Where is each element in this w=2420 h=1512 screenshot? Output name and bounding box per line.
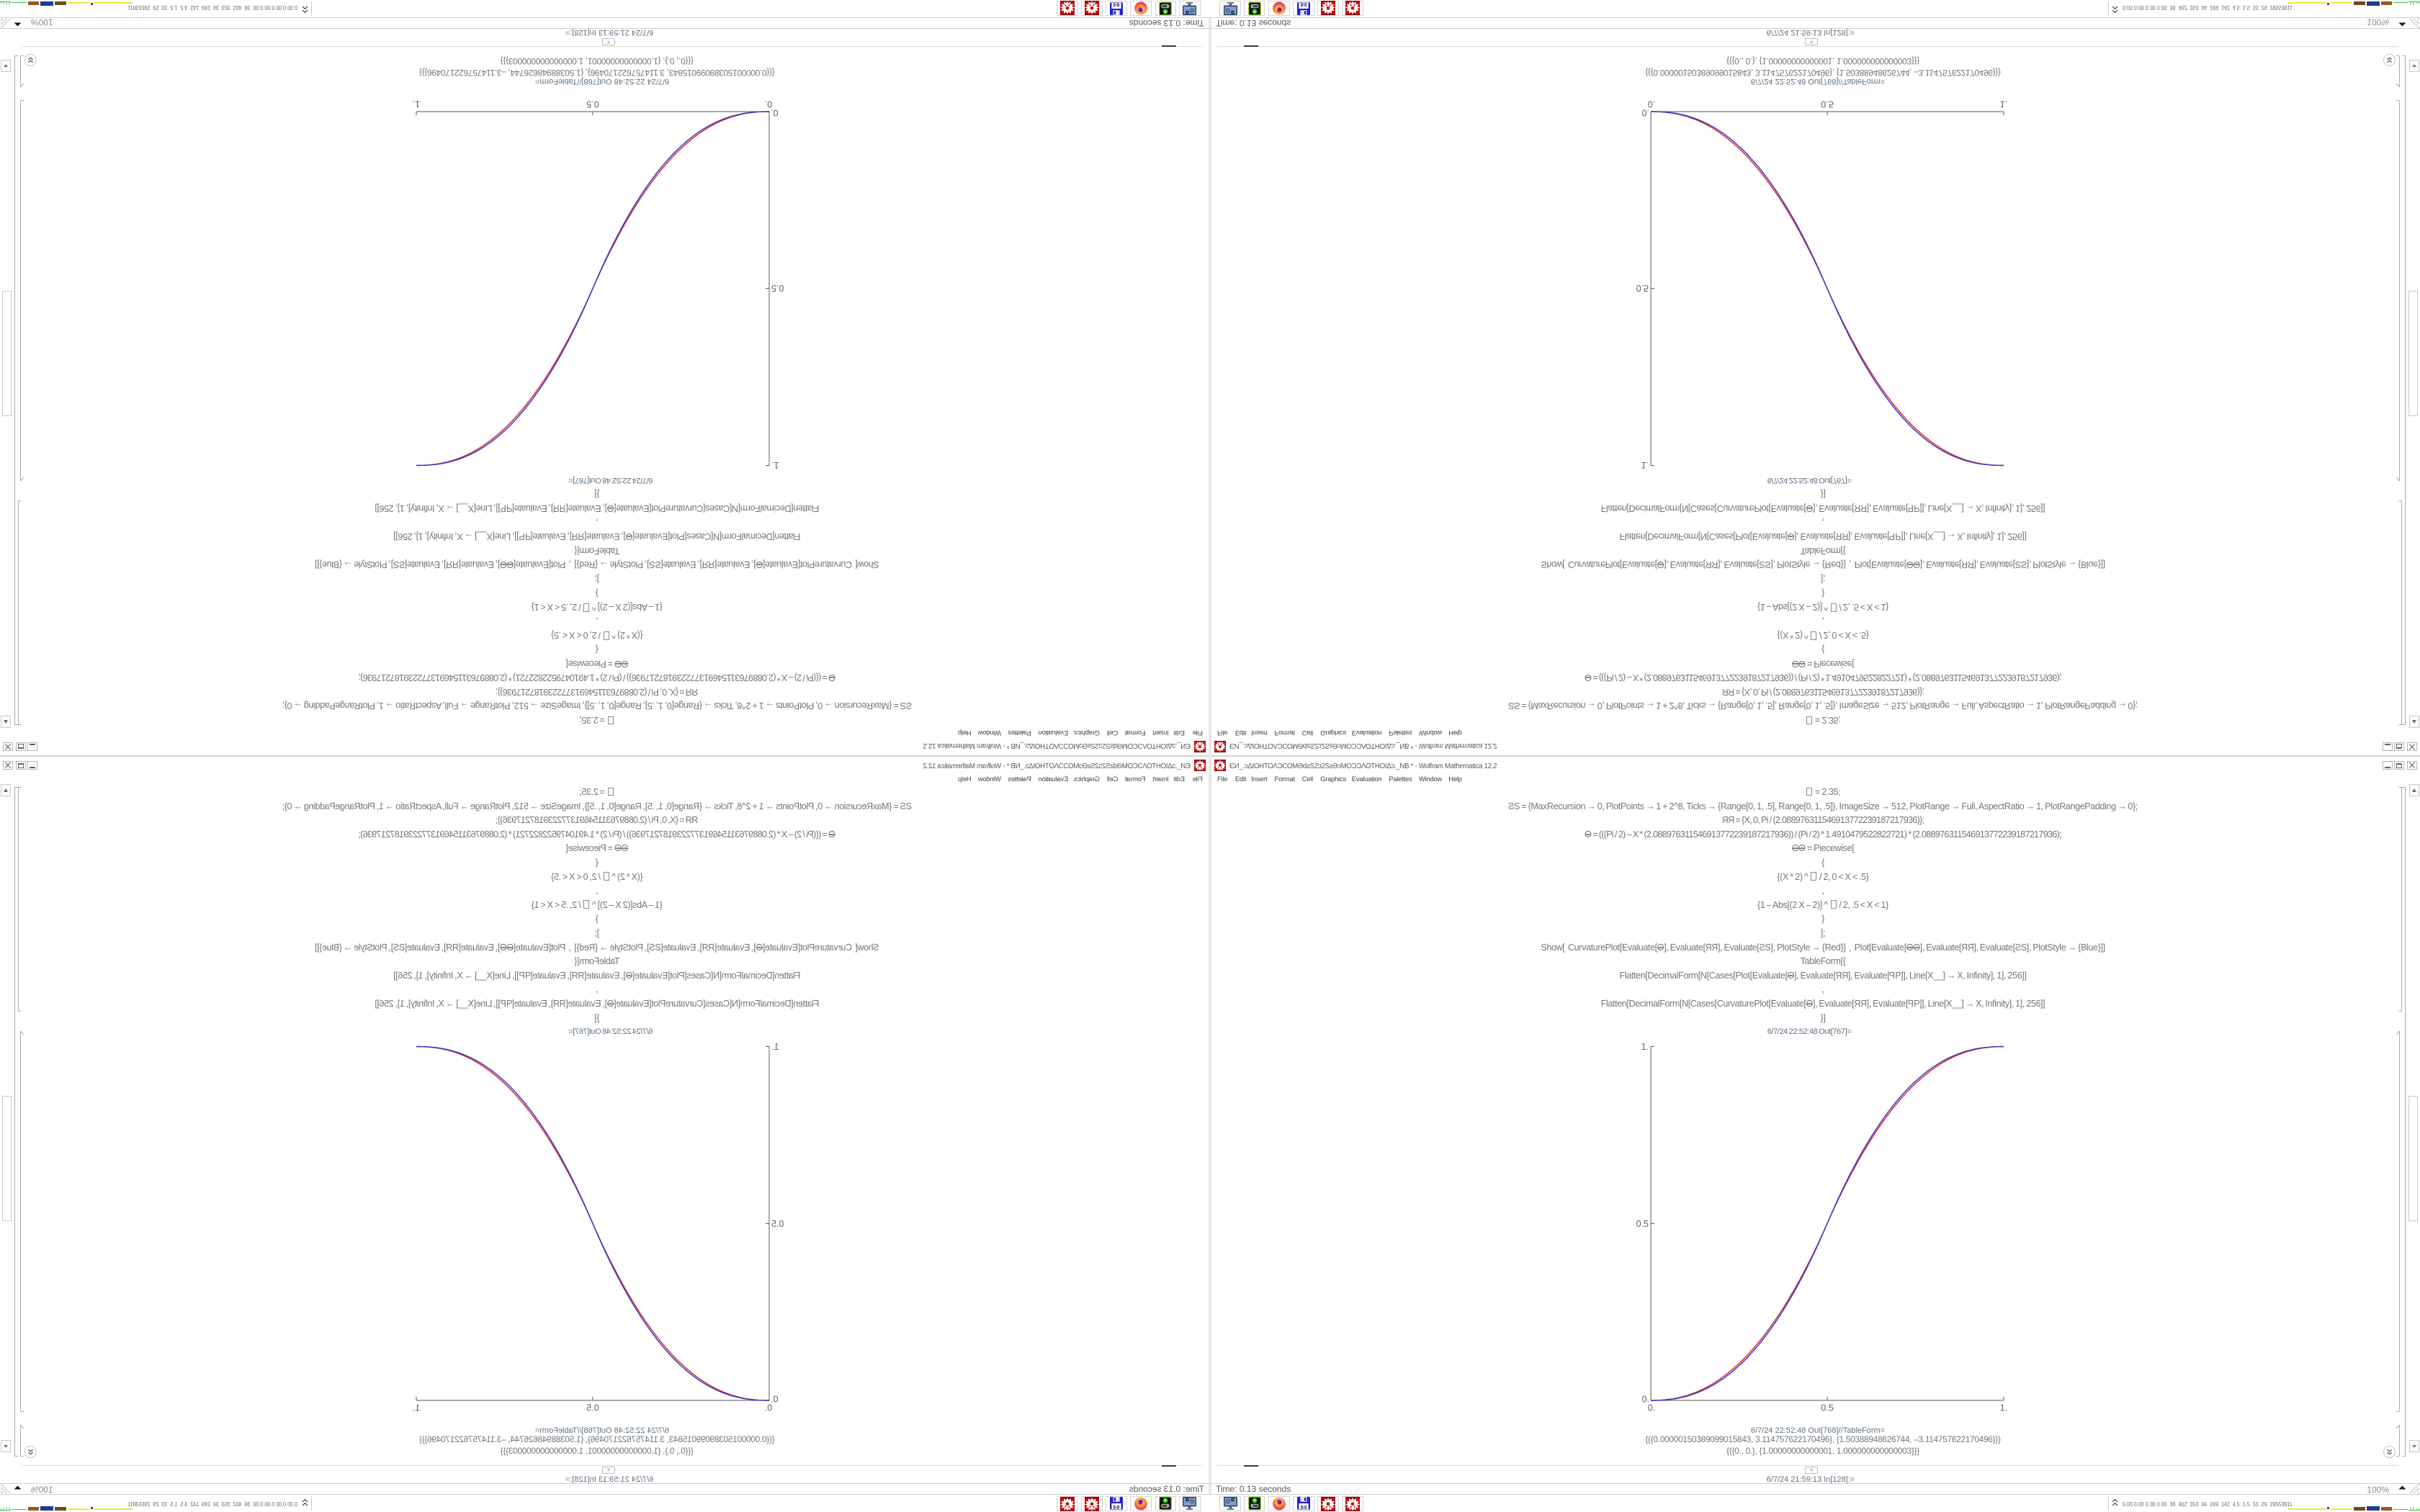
svg-text:0.5: 0.5 xyxy=(1821,99,1833,109)
svg-text:64: 64 xyxy=(1300,1,1307,7)
svg-text:0.5: 0.5 xyxy=(586,1403,599,1413)
svg-text:1.: 1. xyxy=(1641,460,1649,470)
svg-text:0.: 0. xyxy=(1642,1395,1649,1405)
svg-text:1.: 1. xyxy=(771,460,779,470)
svg-text:0.: 0. xyxy=(1648,1403,1655,1413)
svg-text:0.5: 0.5 xyxy=(771,1219,784,1229)
svg-text:64: 64 xyxy=(1113,1,1120,7)
svg-text:1.: 1. xyxy=(413,99,420,109)
svg-text:64: 64 xyxy=(1113,1506,1120,1511)
svg-text:1.: 1. xyxy=(771,1042,779,1052)
svg-text:1.: 1. xyxy=(1641,1042,1649,1052)
svg-text:0.: 0. xyxy=(771,1395,778,1405)
svg-text:0.: 0. xyxy=(1642,108,1649,118)
svg-text:0.: 0. xyxy=(771,108,778,118)
svg-text:1.: 1. xyxy=(413,1403,420,1413)
svg-text:0.5: 0.5 xyxy=(771,283,784,293)
svg-text:0.5: 0.5 xyxy=(586,99,599,109)
svg-text:0.5: 0.5 xyxy=(1636,283,1649,293)
svg-text:0.: 0. xyxy=(1648,99,1655,109)
svg-text:0.5: 0.5 xyxy=(1636,1219,1649,1229)
svg-text:1.: 1. xyxy=(2000,1403,2007,1413)
svg-text:0.: 0. xyxy=(765,1403,772,1413)
svg-text:1.: 1. xyxy=(2000,99,2007,109)
svg-text:64: 64 xyxy=(1300,1506,1307,1511)
svg-text:0.5: 0.5 xyxy=(1821,1403,1833,1413)
svg-text:0.: 0. xyxy=(765,99,772,109)
